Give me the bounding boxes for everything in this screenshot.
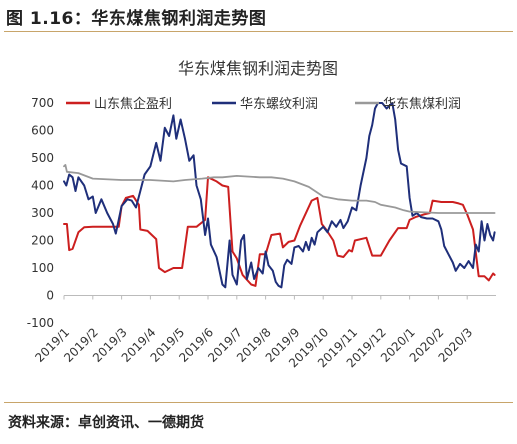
legend-label: 华东螺纹利润 [240,97,318,112]
y-tick-label: 600 [31,124,54,138]
y-tick-label: 300 [31,206,54,220]
y-tick-label: 0 [46,289,54,303]
line-chart: 华东煤焦钢利润走势图 -1000100200300400500600700201… [27,59,496,370]
figure-footer: 资料来源：卓创资讯、一德期货 [0,400,517,444]
y-tick-label: -100 [27,316,54,330]
footer-divider [4,402,513,403]
y-tick-label: 100 [31,261,54,275]
series-line-1 [63,176,496,287]
figure-header: 图 1.16：华东煤焦钢利润走势图 [0,0,517,32]
y-tick-label: 400 [31,179,54,193]
axis-layer: -10001002003004005006007002019/12019/220… [27,96,496,370]
figure-label: 图 1.16：华东煤焦钢利润走势图 [6,9,267,29]
header-divider [4,31,513,32]
series-line-3 [63,163,496,214]
source-note: 资料来源：卓创资讯、一德期货 [8,415,204,431]
y-tick-label: 500 [31,151,54,165]
legend: 山东焦企盈利 华东螺纹利润 华东焦煤利润 [66,96,461,112]
y-tick-label: 700 [31,96,54,110]
series-line-2 [63,102,496,289]
legend-label: 山东焦企盈利 [94,96,172,112]
legend-label: 华东焦煤利润 [383,97,461,112]
chart-title: 华东煤焦钢利润走势图 [178,59,338,78]
series-layer [63,102,496,289]
y-tick-label: 200 [31,234,54,248]
